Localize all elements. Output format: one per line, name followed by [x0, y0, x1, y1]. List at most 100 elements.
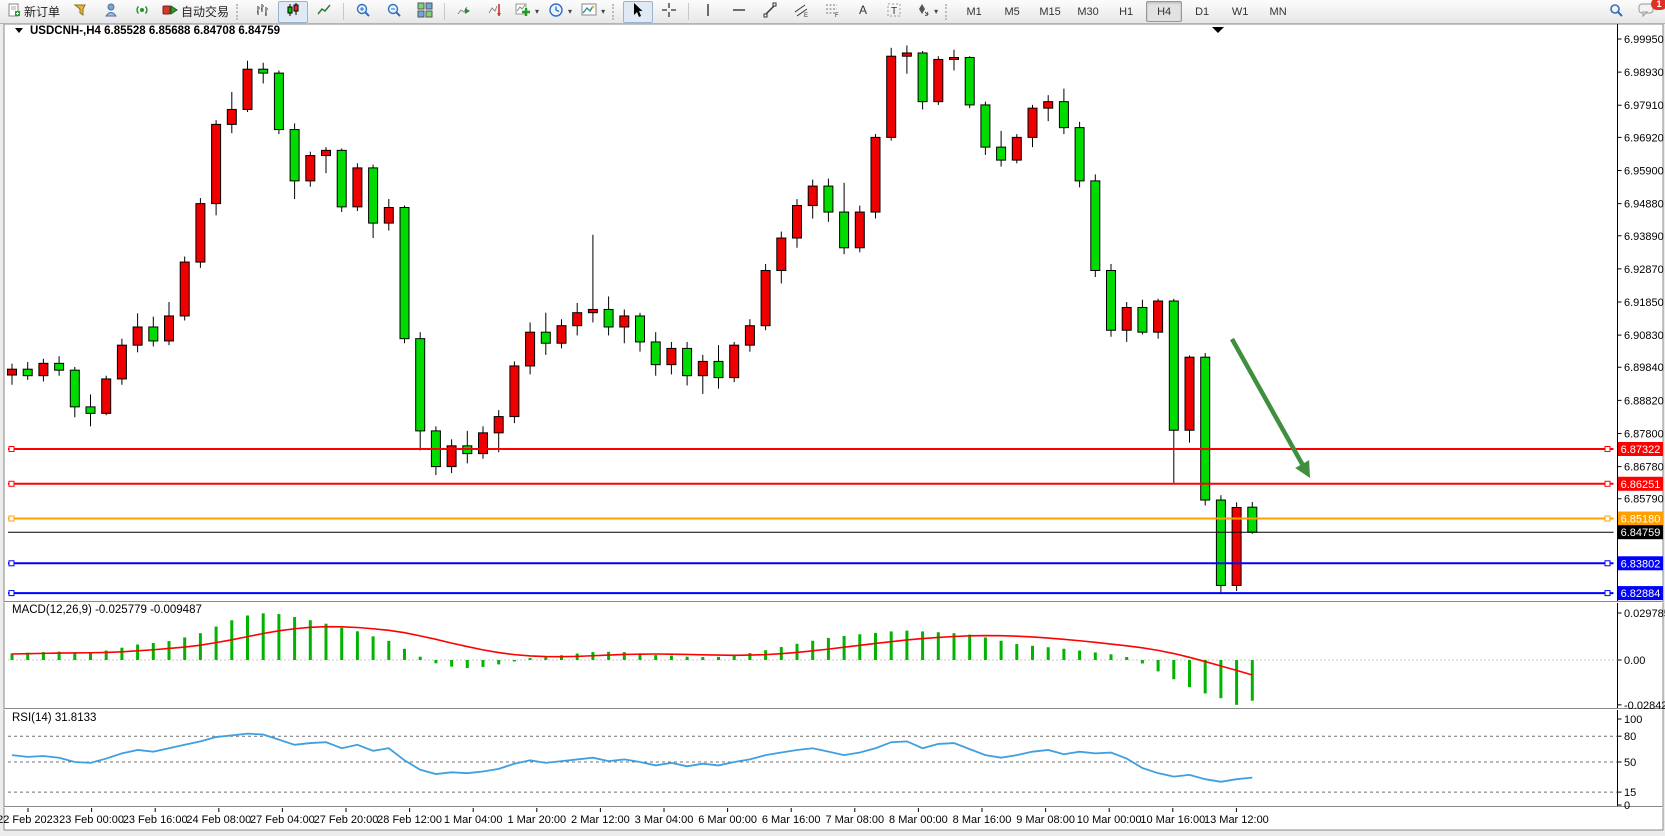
line-chart-button[interactable] [309, 1, 339, 23]
trendline-icon [762, 2, 778, 21]
price-tick-label: 6.89840 [1624, 362, 1664, 374]
candle-bullish [525, 331, 536, 367]
zoom-in-button[interactable] [348, 1, 378, 23]
hline-handle[interactable] [8, 515, 15, 522]
chart-shift-icon [487, 2, 503, 21]
tf-button-d1[interactable]: D1 [1195, 5, 1210, 18]
time-tick-label: 1 Mar 04:00 [444, 814, 503, 826]
search-button[interactable] [1601, 1, 1631, 23]
macd-panel: 0.029785 0.00 -0.028425 [8, 608, 1665, 712]
dropdown-caret-icon: ▾ [601, 7, 606, 16]
price-tick-label: 6.85790 [1624, 494, 1664, 506]
candle-bullish [383, 207, 394, 224]
time-tick-label: 6 Mar 00:00 [698, 814, 757, 826]
hline-handle[interactable] [1604, 590, 1611, 597]
hline-handle[interactable] [8, 590, 15, 597]
trend-arrow-shaft[interactable] [1230, 337, 1308, 471]
rsi-tick-label: 15 [1624, 787, 1636, 799]
candle-bearish [1106, 269, 1116, 331]
tf-button-mn[interactable]: MN [1269, 5, 1287, 18]
candle-bullish [446, 445, 457, 468]
hline-badge-label: 6.86251 [1621, 479, 1661, 491]
zoom-out-button[interactable] [379, 1, 409, 23]
notifications-button[interactable]: 1 [1632, 0, 1665, 23]
tf-button-w1[interactable]: W1 [1231, 5, 1249, 18]
hline-handle[interactable] [8, 480, 15, 487]
periods-button[interactable]: ▾ [544, 1, 576, 23]
bar-chart-button[interactable] [247, 1, 277, 23]
templates-button[interactable]: ▾ [577, 1, 609, 23]
candle-bearish [22, 368, 33, 377]
horizontal-lines-layer: 6.87322 6.86251 6.85180 6.83802 6.82884 6.847… [8, 442, 1663, 601]
time-tick-label: 10 Mar 16:00 [1140, 814, 1205, 826]
price-tick-label: 6.86780 [1624, 462, 1664, 474]
tf-button-m15[interactable]: M15 [1039, 5, 1061, 18]
price-tick-label: 6.99950 [1624, 34, 1664, 46]
trend-arrow-head[interactable] [1295, 460, 1310, 478]
toolbar-separator [444, 3, 446, 20]
history-center-button[interactable] [65, 1, 95, 23]
horizontal-line-icon [731, 2, 747, 21]
time-tick-label: 24 Feb 08:00 [186, 814, 251, 826]
hline-handle[interactable] [8, 560, 15, 567]
tile-windows-button[interactable] [410, 1, 440, 23]
channel-tool-button[interactable]: E [786, 1, 816, 23]
chart-title: USDCNH-,H4 6.85528 6.85688 6.84708 6.847… [30, 25, 280, 37]
tf-button-h4[interactable]: H4 [1146, 1, 1183, 22]
hline-handle[interactable] [8, 446, 15, 452]
candle-bullish [132, 326, 143, 346]
candle-bearish [917, 52, 928, 103]
rsi-tick-label: 50 [1624, 757, 1636, 769]
candle-bullish [116, 344, 127, 380]
trendline-tool-button[interactable] [755, 1, 785, 23]
new-order-button[interactable]: 新订单 [3, 1, 64, 23]
hline-handle[interactable] [1604, 515, 1611, 522]
fibonacci-tool-button[interactable]: F [817, 1, 847, 23]
tf-button-h1[interactable]: H1 [1119, 5, 1134, 18]
candle-bullish [933, 58, 944, 103]
macd-tick-label: -0.028425 [1624, 700, 1665, 712]
bar-chart-icon [254, 2, 270, 21]
candle-bullish [164, 315, 174, 342]
time-tick-label: 27 Feb 20:00 [314, 814, 379, 826]
candle-bullish [321, 149, 331, 157]
profile-icon [103, 2, 119, 21]
candlestick-button[interactable] [278, 0, 309, 23]
cursor-tool-button[interactable] [623, 0, 654, 23]
tf-button-m30[interactable]: M30 [1077, 5, 1099, 18]
candle-bearish [258, 68, 269, 74]
tf-button-m1[interactable]: M1 [966, 5, 982, 18]
autotrade-button[interactable]: 自动交易 [158, 1, 233, 23]
accounts-button[interactable] [96, 1, 126, 23]
candle-bearish [1074, 127, 1085, 182]
price-axis: 6.99950 6.98930 6.97910 6.96920 6.95900 6.948… [1617, 24, 1664, 807]
indicators-button[interactable]: ▾ [511, 1, 543, 23]
hline-tool-button[interactable] [724, 1, 754, 23]
toolbar-separator [343, 3, 345, 20]
zoom-out-icon [386, 2, 402, 21]
candle-bullish [38, 362, 49, 377]
candle-bearish [69, 369, 80, 408]
dropdown-caret-icon: ▾ [535, 7, 540, 16]
signals-button[interactable] [127, 1, 157, 23]
candle-bullish [195, 203, 206, 263]
candle-bullish [179, 261, 190, 317]
candle-bearish [1090, 180, 1101, 271]
hline-badge-label: 6.87322 [1621, 444, 1661, 456]
auto-scroll-button[interactable] [449, 1, 479, 23]
tf-button-m5[interactable]: M5 [1004, 5, 1020, 18]
hline-handle[interactable] [1604, 560, 1611, 567]
vline-tool-button[interactable] [693, 1, 723, 23]
crosshair-tool-button[interactable] [654, 1, 684, 23]
label-tool-button[interactable]: T [879, 1, 909, 23]
symbol-dropdown-icon[interactable] [15, 28, 23, 33]
hline-badge-label: 6.83802 [1621, 558, 1661, 570]
shapes-tool-button[interactable]: ▾ [910, 1, 942, 23]
hline-handle[interactable] [1604, 480, 1611, 487]
text-tool-button[interactable]: A [848, 1, 878, 23]
time-tick-label: 28 Feb 12:00 [377, 814, 442, 826]
vertical-line-icon [700, 2, 716, 21]
hline-handle[interactable] [1604, 446, 1611, 452]
chart-shift-button[interactable] [480, 1, 510, 23]
candle-bullish [493, 416, 504, 434]
